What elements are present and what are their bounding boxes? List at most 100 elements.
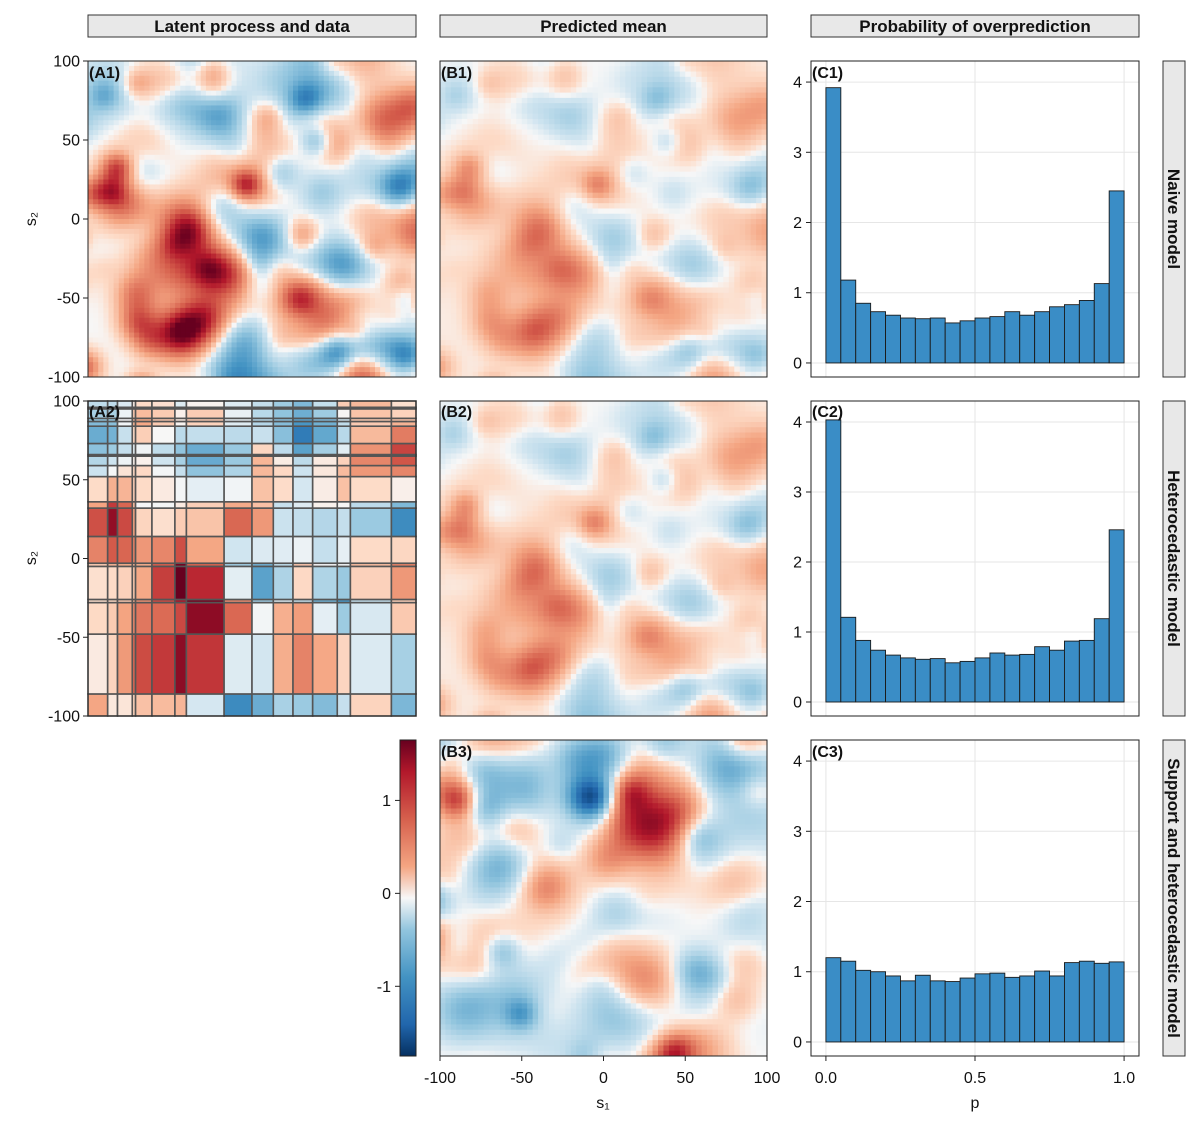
y-tick-label-row1: 100 bbox=[53, 54, 80, 71]
areal-block bbox=[272, 500, 294, 509]
hist-y-tick-label-c3: 1 bbox=[793, 964, 802, 981]
histogram-panel-c2 bbox=[810, 400, 1140, 717]
areal-block bbox=[390, 408, 417, 420]
panel-label-c2: (C2) bbox=[812, 404, 843, 421]
y-tick-label-row2: -100 bbox=[48, 709, 80, 726]
y-axis-label-row2: s₂ bbox=[23, 551, 40, 565]
histogram-bar bbox=[1049, 649, 1065, 703]
histogram-bar bbox=[900, 317, 916, 364]
areal-block bbox=[251, 693, 275, 717]
areal-block bbox=[311, 464, 339, 478]
areal-block bbox=[390, 535, 417, 565]
histogram-bar bbox=[870, 971, 887, 1043]
areal-block bbox=[134, 425, 153, 445]
histogram-bar bbox=[1108, 190, 1125, 364]
areal-block bbox=[151, 442, 176, 456]
x-tick-label-s1: 0 bbox=[599, 1070, 608, 1087]
colorbar: 1 0 -1 bbox=[377, 739, 417, 1057]
areal-block bbox=[292, 507, 314, 538]
hist-x-tick-label: 1.0 bbox=[1113, 1070, 1135, 1087]
areal-block bbox=[151, 500, 176, 509]
histogram-bar bbox=[840, 616, 857, 703]
areal-block bbox=[134, 455, 153, 467]
areal-block bbox=[311, 442, 339, 456]
histogram-bar bbox=[1019, 975, 1036, 1043]
areal-block bbox=[151, 507, 176, 538]
hist-y-tick-label-c1: 4 bbox=[793, 75, 802, 92]
areal-block bbox=[292, 442, 314, 456]
histogram-bar bbox=[885, 314, 901, 364]
areal-block bbox=[106, 442, 119, 456]
areal-block bbox=[185, 442, 225, 456]
areal-block bbox=[272, 425, 294, 445]
histogram-panel-c1 bbox=[810, 60, 1140, 378]
areal-block bbox=[174, 464, 188, 478]
histogram-bar bbox=[855, 302, 872, 364]
panel-label-c1: (C1) bbox=[812, 65, 843, 82]
areal-block bbox=[223, 408, 253, 420]
areal-block bbox=[106, 601, 119, 635]
histogram-bar bbox=[1078, 960, 1095, 1043]
areal-block bbox=[349, 455, 393, 467]
histogram-bar bbox=[944, 662, 961, 703]
row-strip-2: Heterocedastic model bbox=[1162, 400, 1186, 717]
areal-block bbox=[349, 408, 393, 420]
areal-block bbox=[336, 425, 352, 445]
areal-block bbox=[106, 507, 119, 538]
y-tick-label-row1: 50 bbox=[62, 133, 80, 150]
areal-block bbox=[185, 693, 225, 717]
areal-block bbox=[311, 455, 339, 467]
x-axis-label-p: p bbox=[971, 1095, 980, 1112]
areal-block bbox=[185, 535, 225, 565]
colorbar-tick-label: 1 bbox=[382, 793, 391, 810]
areal-block bbox=[106, 464, 119, 478]
hist-y-tick-label-c1: 1 bbox=[793, 285, 802, 302]
areal-block bbox=[272, 633, 294, 695]
y-axis-label-row1: s₂ bbox=[23, 212, 40, 226]
areal-block bbox=[185, 507, 225, 538]
areal-block bbox=[174, 500, 188, 509]
areal-block bbox=[106, 500, 119, 509]
areal-block bbox=[134, 475, 153, 503]
areal-block bbox=[116, 464, 134, 478]
column-strip-a: Latent process and data bbox=[87, 14, 417, 38]
hist-y-tick-label-c2: 3 bbox=[793, 485, 802, 502]
areal-block bbox=[336, 535, 352, 565]
areal-block bbox=[251, 400, 275, 409]
histogram-bar bbox=[825, 419, 842, 703]
x-tick-label-s1: 50 bbox=[676, 1070, 694, 1087]
areal-block bbox=[251, 500, 275, 509]
histogram-bar bbox=[825, 87, 842, 364]
areal-block bbox=[390, 425, 417, 445]
areal-block bbox=[272, 442, 294, 456]
column-title-b: Predicted mean bbox=[540, 17, 667, 36]
areal-block bbox=[251, 565, 275, 601]
areal-block bbox=[116, 507, 134, 538]
areal-block bbox=[223, 425, 253, 445]
hist-y-tick-label-c1: 0 bbox=[793, 355, 802, 372]
areal-block bbox=[134, 601, 153, 635]
areal-block bbox=[87, 693, 109, 717]
areal-block bbox=[336, 693, 352, 717]
histogram-bar bbox=[1078, 639, 1095, 703]
y-tick-label-row1: -50 bbox=[57, 291, 80, 308]
heatmap-panel-b1 bbox=[439, 60, 768, 378]
areal-block bbox=[134, 500, 153, 509]
areal-block bbox=[134, 633, 153, 695]
areal-block bbox=[116, 425, 134, 445]
heatmap-panel-b3 bbox=[439, 739, 768, 1057]
areal-block bbox=[251, 601, 275, 635]
areal-block bbox=[349, 442, 393, 456]
histogram-bar bbox=[1093, 618, 1110, 703]
histogram-bar bbox=[974, 657, 991, 703]
areal-block bbox=[292, 464, 314, 478]
areal-block bbox=[349, 400, 393, 409]
panel-label-b2: (B2) bbox=[441, 404, 472, 421]
areal-block bbox=[349, 693, 393, 717]
areal-block bbox=[87, 565, 109, 601]
areal-block bbox=[116, 565, 134, 601]
histogram-bar bbox=[1034, 646, 1051, 703]
areal-block bbox=[272, 464, 294, 478]
areal-block bbox=[151, 693, 176, 717]
areal-block bbox=[116, 693, 134, 717]
